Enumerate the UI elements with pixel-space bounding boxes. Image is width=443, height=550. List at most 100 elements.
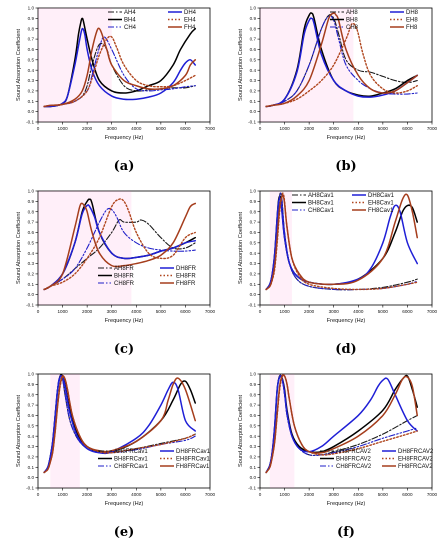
y-tick-label: 0.8 [28, 209, 35, 214]
series-group [43, 198, 197, 291]
legend-label: FH8FR [176, 281, 196, 287]
y-tick-label: 0.0 [250, 475, 257, 480]
y-tick-label: 0.0 [28, 292, 35, 297]
y-tick-label: 0.7 [250, 37, 257, 42]
y-tick-label: 0.7 [28, 403, 35, 408]
y-tick-label: 0.8 [250, 209, 257, 214]
y-tick-label: 0.1 [28, 99, 35, 104]
series-line-AH8FR [43, 219, 196, 290]
y-tick-label: 0.7 [250, 220, 257, 225]
x-axis-label: Frequency (Hz) [327, 318, 366, 324]
x-tick-label: 2000 [82, 492, 93, 497]
y-tick-label: 0.2 [250, 89, 257, 94]
x-axis-label: Frequency (Hz) [105, 318, 144, 324]
series-group [265, 374, 419, 474]
y-tick-label: 0.8 [250, 392, 257, 397]
x-tick-label: 5000 [378, 492, 389, 497]
y-tick-label: 0.3 [28, 78, 35, 83]
legend-label: EH8 [406, 18, 418, 24]
y-tick-label: 0.2 [28, 89, 35, 94]
y-tick-label: 0.1 [28, 282, 35, 287]
y-tick-label: 0.6 [250, 413, 257, 418]
legend-label: FH8FRCav1 [176, 464, 210, 470]
series-line-FH8FR [43, 202, 197, 291]
y-tick-label: 1.0 [250, 6, 257, 11]
legend-label: EH8FR [176, 274, 196, 280]
x-tick-label: 5000 [156, 126, 167, 131]
y-tick-label: 0.0 [28, 109, 35, 114]
legend-label: EH8FRCAV2 [398, 457, 434, 463]
panel-label: (e) [114, 525, 135, 540]
y-tick-label: -0.1 [248, 303, 256, 308]
x-tick-label: 6000 [180, 492, 191, 497]
legend-label: DH8FRCav1 [176, 449, 211, 455]
y-tick-label: 0.4 [28, 68, 35, 73]
series-line-FH8FRCav1 [43, 375, 197, 474]
y-tick-label: 0.3 [250, 78, 257, 83]
y-axis-label: Sound Absorption Coefficient [16, 212, 22, 284]
series-group [43, 17, 197, 108]
y-tick-label: 0.0 [250, 292, 257, 297]
x-tick-label: 4000 [353, 309, 364, 314]
y-tick-label: 0.4 [28, 434, 35, 439]
y-tick-label: 0.2 [28, 272, 35, 277]
y-tick-label: 0.5 [28, 57, 35, 62]
x-tick-label: 3000 [329, 492, 340, 497]
y-tick-label: 0.9 [250, 382, 257, 387]
x-tick-label: 6000 [180, 126, 191, 131]
x-tick-label: 2000 [304, 309, 315, 314]
panel-label: (a) [114, 159, 135, 174]
legend-label: AH8FR [114, 266, 134, 272]
series-line-DH8Cav1 [265, 197, 419, 291]
y-tick-label: -0.1 [248, 486, 256, 491]
x-tick-label: 0 [259, 126, 262, 131]
y-tick-label: 0.6 [28, 230, 35, 235]
y-axis-label: Sound Absorption Coefficient [238, 212, 244, 284]
x-tick-label: 3000 [107, 126, 118, 131]
y-tick-label: 0.9 [28, 16, 35, 21]
x-tick-label: 7000 [205, 492, 216, 497]
x-tick-label: 6000 [402, 126, 413, 131]
y-tick-label: 1.0 [28, 189, 35, 194]
y-tick-label: 0.4 [250, 434, 257, 439]
legend-label: EH4 [184, 18, 196, 24]
chart-panel-2: 0 1000 2000 3000 4000 5000 6000 7000 -0.1 0.0 0.1 0… [238, 6, 438, 174]
x-tick-label: 3000 [107, 492, 118, 497]
x-tick-label: 7000 [205, 309, 216, 314]
legend-label: EH8Cav1 [368, 201, 394, 207]
y-tick-label: 0.7 [250, 403, 257, 408]
y-tick-label: 0.8 [28, 26, 35, 31]
series-line-FH8 [265, 12, 419, 108]
legend-label: DH8Cav1 [368, 193, 395, 199]
panel-label: (c) [114, 342, 134, 357]
legend-label: AH8FRCav1 [114, 449, 148, 455]
y-axis-label: Sound Absorption Coefficient [238, 395, 244, 467]
y-tick-label: 0.1 [250, 282, 257, 287]
panel-label: (d) [335, 342, 356, 357]
x-tick-label: 6000 [402, 309, 413, 314]
x-tick-label: 5000 [378, 126, 389, 131]
y-tick-label: 0.5 [28, 240, 35, 245]
x-tick-label: 5000 [156, 309, 167, 314]
chart-panel-6: 0 1000 2000 3000 4000 5000 6000 7000 -0.1 0.0 0.1 0… [238, 372, 438, 540]
x-tick-label: 2000 [304, 126, 315, 131]
chart-panel-4: 0 1000 2000 3000 4000 5000 6000 7000 -0.1 0.0 0.1 0… [238, 189, 438, 357]
series-line-FH8Cav1 [265, 193, 419, 291]
legend-label: DH8 [406, 10, 419, 16]
chart-panel-3: 0 1000 2000 3000 4000 5000 6000 7000 -0.1 0.0 0.1 0… [16, 189, 216, 357]
legend-label: BH8 [346, 18, 358, 24]
legend-label: CH8FR [114, 281, 135, 287]
y-tick-label: 0.4 [28, 251, 35, 256]
x-tick-label: 3000 [107, 309, 118, 314]
y-tick-label: 1.0 [28, 372, 35, 377]
y-tick-label: 1.0 [28, 6, 35, 11]
y-tick-label: 0.5 [28, 423, 35, 428]
x-tick-label: 4000 [131, 126, 142, 131]
y-tick-label: 0.7 [28, 220, 35, 225]
series-line-EH8 [265, 22, 418, 108]
legend-label: BH8FRCAV2 [336, 457, 372, 463]
legend-label: AH8FRCAV2 [336, 449, 372, 455]
legend-label: EH8FRCav1 [176, 457, 210, 463]
x-tick-label: 7000 [427, 492, 438, 497]
y-tick-label: 0.2 [28, 455, 35, 460]
